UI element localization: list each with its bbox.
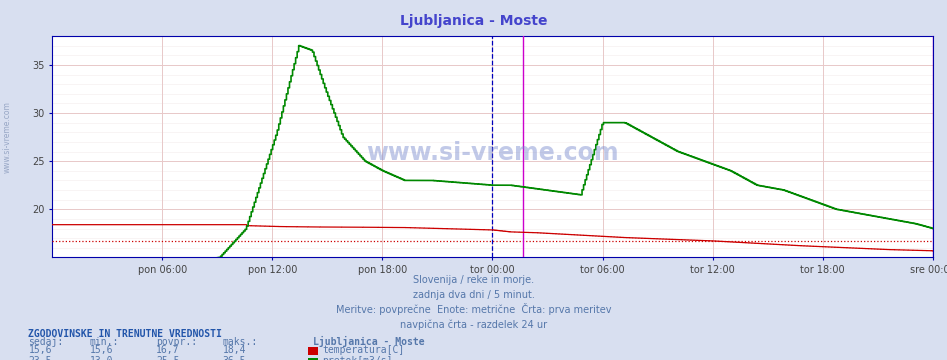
Text: min.:: min.: bbox=[90, 337, 119, 347]
Text: 15,6: 15,6 bbox=[90, 345, 114, 355]
Text: 15,6: 15,6 bbox=[28, 345, 52, 355]
Text: Ljubljanica - Moste: Ljubljanica - Moste bbox=[400, 14, 547, 28]
Text: zadnja dva dni / 5 minut.: zadnja dva dni / 5 minut. bbox=[413, 290, 534, 300]
Text: 36,5: 36,5 bbox=[223, 356, 246, 360]
Text: temperatura[C]: temperatura[C] bbox=[322, 345, 404, 355]
Text: ZGODOVINSKE IN TRENUTNE VREDNOSTI: ZGODOVINSKE IN TRENUTNE VREDNOSTI bbox=[28, 329, 223, 339]
Text: 25,5: 25,5 bbox=[156, 356, 180, 360]
Text: sedaj:: sedaj: bbox=[28, 337, 63, 347]
Text: navpična črta - razdelek 24 ur: navpična črta - razdelek 24 ur bbox=[400, 319, 547, 330]
Text: 18,4: 18,4 bbox=[223, 345, 246, 355]
Text: www.si-vreme.com: www.si-vreme.com bbox=[366, 141, 618, 165]
Text: 16,7: 16,7 bbox=[156, 345, 180, 355]
Text: Slovenija / reke in morje.: Slovenija / reke in morje. bbox=[413, 275, 534, 285]
Text: maks.:: maks.: bbox=[223, 337, 258, 347]
Text: Ljubljanica - Moste: Ljubljanica - Moste bbox=[313, 336, 424, 347]
Text: www.si-vreme.com: www.si-vreme.com bbox=[3, 101, 12, 173]
Text: 23,5: 23,5 bbox=[28, 356, 52, 360]
Text: Meritve: povprečne  Enote: metrične  Črta: prva meritev: Meritve: povprečne Enote: metrične Črta:… bbox=[336, 303, 611, 315]
Text: povpr.:: povpr.: bbox=[156, 337, 197, 347]
Text: pretok[m3/s]: pretok[m3/s] bbox=[322, 356, 392, 360]
Text: 13,0: 13,0 bbox=[90, 356, 114, 360]
